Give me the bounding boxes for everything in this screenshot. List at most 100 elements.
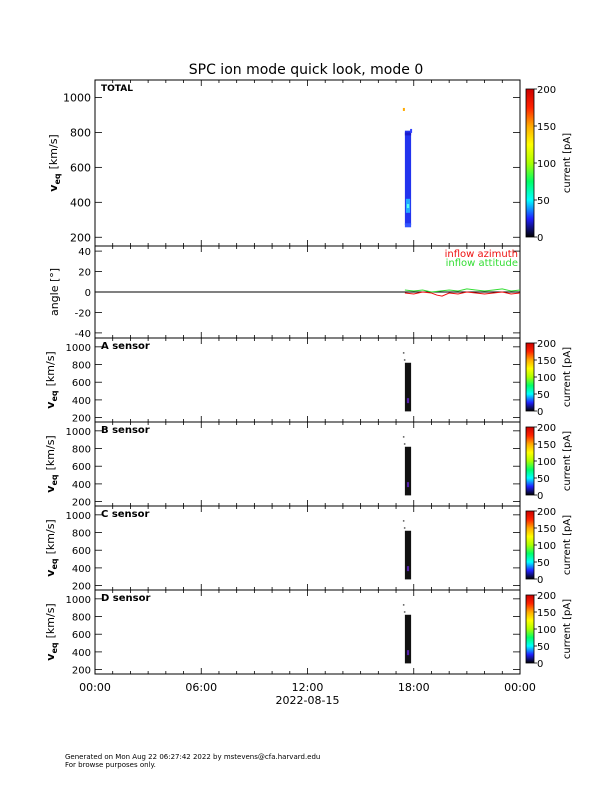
plot-frame	[94, 337, 521, 423]
panel-1: 200 400 600 800 1000 veq[km/s] TOTAL 0 50 100 150 2…	[47, 79, 573, 247]
colorbar-tick-label: 0	[537, 575, 543, 586]
plot-frame	[94, 79, 521, 247]
y-tick-label: 1000	[66, 427, 91, 438]
colorbar	[525, 510, 535, 580]
y-tick-label: 600	[72, 546, 91, 557]
data-outlier	[403, 527, 406, 529]
plot-frame	[94, 589, 521, 675]
colorbar-tick-label: 200	[537, 423, 556, 434]
y-axis-label: veq[km/s]	[44, 519, 59, 576]
y-tick-label: 1000	[63, 91, 91, 104]
data-outlier	[403, 443, 406, 445]
colorbar	[525, 342, 535, 412]
y-tick-label: -20	[75, 308, 91, 319]
data-outlier	[402, 107, 405, 111]
data-outlier	[402, 604, 405, 606]
y-tick-label: 1000	[66, 595, 91, 606]
y-tick-label: 800	[72, 445, 91, 456]
y-tick-label: 600	[72, 462, 91, 473]
plot-frame	[94, 421, 521, 507]
colorbar	[525, 88, 535, 238]
data-peak	[406, 398, 410, 404]
y-tick-label: 200	[72, 582, 91, 593]
y-tick-label: 800	[72, 613, 91, 624]
y-tick-label: 600	[72, 630, 91, 641]
y-tick-label: 400	[70, 196, 91, 209]
colorbar-tick-label: 200	[537, 339, 556, 350]
y-tick-label: 1000	[66, 343, 91, 354]
colorbar-label: current [pA]	[562, 599, 573, 659]
colorbar	[525, 594, 535, 664]
y-axis-label: veq[km/s]	[47, 134, 62, 191]
colorbar-tick-label: 150	[537, 356, 556, 367]
data-band-bottom	[404, 223, 412, 228]
colorbar-tick-label: 100	[537, 541, 556, 552]
panel-3: 200 400 600 800 1000 veq[km/s] A sensor 0 50 100 1…	[44, 337, 573, 425]
colorbar-tick-label: 50	[537, 558, 550, 569]
y-tick-label: 0	[85, 288, 91, 299]
colorbar-label: current [pA]	[562, 431, 573, 491]
colorbar-tick-label: 150	[537, 440, 556, 451]
y-tick-label: 400	[72, 396, 91, 407]
colorbar-label: current [pA]	[562, 133, 573, 193]
data-outlier	[402, 520, 405, 522]
colorbar-tick-label: 200	[537, 507, 556, 518]
panel-label: TOTAL	[101, 84, 133, 94]
legend-entry: inflow attitude	[446, 258, 518, 269]
colorbar-tick-label: 50	[537, 642, 550, 653]
colorbar-label: current [pA]	[562, 515, 573, 575]
colorbar-tick-label: 100	[537, 159, 556, 170]
panel-2: -40 -20 0 20 40 angle [°] inflow azimuthinflow…	[48, 245, 521, 340]
colorbar-tick-label: 100	[537, 373, 556, 384]
y-tick-label: 400	[72, 648, 91, 659]
footer-browse: For browse purposes only.	[65, 761, 156, 769]
y-tick-label: 200	[70, 231, 91, 244]
y-tick-label: 800	[72, 529, 91, 540]
data-outlier	[403, 611, 406, 613]
footer-generated: Generated on Mon Aug 22 06:27:42 2022 by…	[65, 753, 321, 761]
y-axis-label: veq[km/s]	[44, 603, 59, 660]
x-tick-label: 00:00	[504, 681, 536, 694]
data-band-top	[404, 132, 412, 136]
panel-6: 200 400 600 800 1000 veq[km/s] D sensor 0 50 100 1…	[44, 589, 573, 677]
data-band	[404, 614, 412, 664]
colorbar-tick-label: 50	[537, 474, 550, 485]
y-tick-label: 20	[78, 268, 91, 279]
data-peak-core	[406, 204, 410, 209]
panel-4: 200 400 600 800 1000 veq[km/s] B sensor 0 50 100 1…	[44, 421, 573, 509]
y-tick-label: 400	[72, 480, 91, 491]
panel-label: B sensor	[101, 425, 150, 436]
data-band	[404, 530, 412, 580]
colorbar-tick-label: 150	[537, 608, 556, 619]
data-band	[404, 362, 412, 412]
y-tick-label: 200	[72, 414, 91, 425]
data-peak	[406, 650, 410, 656]
colorbar-tick-label: 100	[537, 625, 556, 636]
y-tick-label: 40	[78, 247, 91, 258]
chart-title: SPC ion mode quick look, mode 0	[189, 62, 423, 78]
x-tick-label: 06:00	[185, 681, 217, 694]
colorbar-tick-label: 200	[537, 85, 556, 96]
data-peak	[406, 566, 410, 572]
series-line-2	[404, 288, 521, 293]
panel-label: A sensor	[101, 341, 150, 352]
colorbar-label: current [pA]	[562, 347, 573, 407]
y-tick-label: 800	[72, 361, 91, 372]
data-outlier	[402, 436, 405, 438]
colorbar-tick-label: 50	[537, 390, 550, 401]
y-tick-label: 800	[70, 126, 91, 139]
colorbar	[525, 426, 535, 496]
colorbar-tick-label: 0	[537, 233, 543, 244]
colorbar-tick-label: 0	[537, 659, 543, 670]
panel-label: C sensor	[101, 509, 149, 520]
colorbar-tick-label: 50	[537, 196, 550, 207]
data-peak	[406, 482, 410, 488]
colorbar-tick-label: 200	[537, 591, 556, 602]
data-outlier	[402, 352, 405, 354]
x-tick-label: 18:00	[398, 681, 430, 694]
legend-entry: inflow azimuth	[445, 249, 518, 260]
colorbar-tick-label: 150	[537, 122, 556, 133]
data-band	[404, 446, 412, 496]
y-tick-label: 600	[70, 161, 91, 174]
y-tick-label: 1000	[66, 511, 91, 522]
